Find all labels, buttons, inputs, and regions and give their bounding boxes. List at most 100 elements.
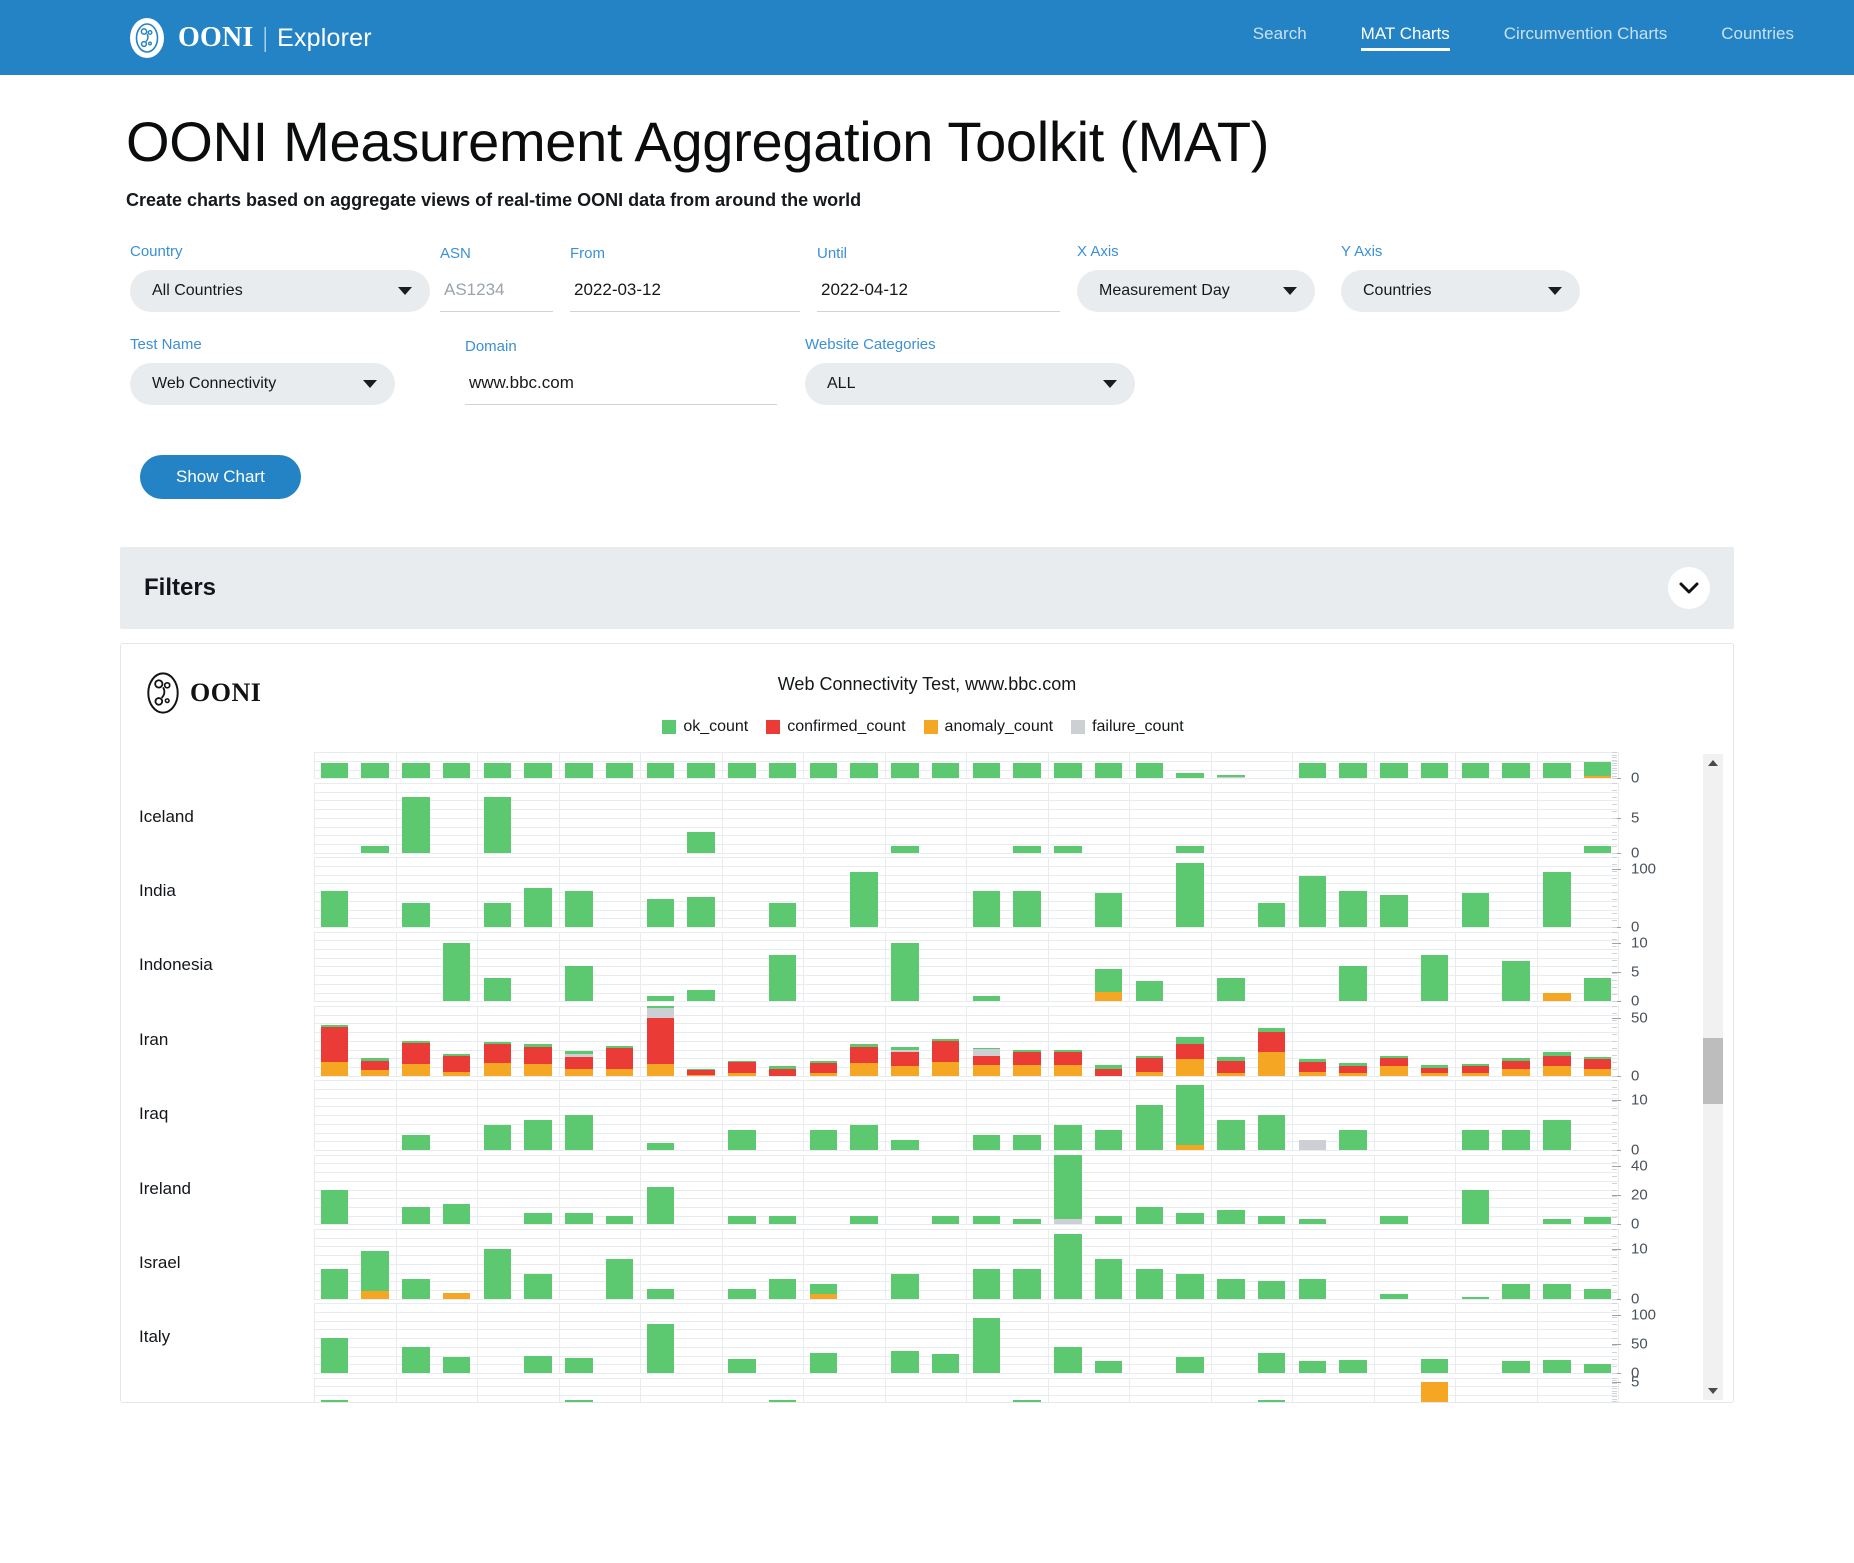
x-axis-select[interactable]: Measurement Day	[1077, 270, 1315, 312]
chart-bar[interactable]	[1176, 845, 1204, 853]
chart-bar[interactable]	[565, 1357, 593, 1374]
chart-bar[interactable]	[1380, 762, 1408, 779]
chart-bar[interactable]	[483, 1248, 512, 1299]
chart-bar[interactable]	[1094, 1130, 1123, 1150]
chart-bar[interactable]	[646, 762, 675, 779]
chart-bar[interactable]	[1135, 1206, 1164, 1225]
chart-bar[interactable]	[1054, 1154, 1082, 1225]
chart-bar[interactable]	[646, 899, 675, 927]
chart-bar[interactable]	[524, 1044, 552, 1076]
chart-bar[interactable]	[768, 1278, 797, 1299]
chart-bar[interactable]	[1257, 1353, 1286, 1374]
chart-bar[interactable]	[565, 1399, 593, 1402]
chart-bar[interactable]	[1543, 1218, 1571, 1225]
chart-bar[interactable]	[1298, 1218, 1327, 1225]
chart-bar[interactable]	[1543, 1360, 1571, 1374]
chart-bar[interactable]	[646, 1006, 675, 1076]
chart-bar[interactable]	[402, 1346, 430, 1374]
chart-bar[interactable]	[1257, 1281, 1286, 1299]
chart-bar[interactable]	[1013, 1399, 1041, 1402]
chart-bar[interactable]	[483, 762, 512, 779]
chart-bar[interactable]	[483, 1042, 512, 1076]
chart-bar[interactable]	[1502, 960, 1530, 1002]
chart-bar[interactable]	[565, 966, 593, 1002]
chart-bar[interactable]	[402, 1135, 430, 1150]
chart-bar[interactable]	[1583, 978, 1612, 1002]
chart-bar[interactable]	[320, 1024, 349, 1076]
chart-bar[interactable]	[1420, 954, 1449, 1002]
chart-bar[interactable]	[1380, 895, 1408, 927]
chart-bar[interactable]	[1135, 981, 1164, 1002]
chart-bar[interactable]	[1176, 1356, 1204, 1374]
chart-bar[interactable]	[1054, 845, 1082, 853]
chart-bar[interactable]	[1094, 762, 1123, 779]
chart-bar[interactable]	[1176, 863, 1204, 927]
chart-bar[interactable]	[646, 1186, 675, 1225]
chart-bar[interactable]	[768, 1399, 797, 1402]
chart-bar[interactable]	[565, 762, 593, 779]
chart-bar[interactable]	[442, 762, 471, 779]
chart-bar[interactable]	[1339, 762, 1367, 779]
chart-bar[interactable]	[565, 1212, 593, 1225]
chart-bar[interactable]	[320, 1189, 349, 1225]
chart-bar[interactable]	[483, 902, 512, 927]
website-categories-select[interactable]: ALL	[805, 363, 1135, 405]
chart-bar[interactable]	[768, 1066, 797, 1076]
chart-bar[interactable]	[891, 1273, 919, 1299]
chart-bar[interactable]	[1583, 1057, 1612, 1076]
chart-bar[interactable]	[1217, 1278, 1245, 1299]
chart-bar[interactable]	[402, 1040, 430, 1076]
chart-bar[interactable]	[809, 1060, 838, 1076]
chart-bar[interactable]	[687, 1068, 715, 1076]
chart-bar[interactable]	[402, 1206, 430, 1225]
chart-bar[interactable]	[1257, 1028, 1286, 1076]
chart-bar[interactable]	[1298, 1278, 1327, 1299]
chart-bar[interactable]	[483, 1125, 512, 1150]
chart-bar[interactable]	[1583, 1217, 1612, 1225]
chart-bar[interactable]	[972, 1268, 1001, 1299]
chart-bar[interactable]	[972, 1135, 1001, 1150]
chart-bar[interactable]	[1176, 1273, 1204, 1299]
legend-item-anomaly-count[interactable]: anomaly_count	[923, 718, 1053, 736]
chart-bar[interactable]	[728, 1359, 756, 1374]
chart-bar[interactable]	[1339, 890, 1367, 927]
chart-bar[interactable]	[524, 1355, 552, 1374]
chart-bar[interactable]	[1298, 1361, 1327, 1374]
domain-input[interactable]	[465, 365, 777, 405]
chart-bar[interactable]	[1461, 1189, 1490, 1225]
chart-bar[interactable]	[728, 1060, 756, 1076]
chart-bar[interactable]	[1217, 1120, 1245, 1150]
chart-bar[interactable]	[1013, 1135, 1041, 1150]
chart-bar[interactable]	[1339, 966, 1367, 1002]
chart-bar[interactable]	[402, 796, 430, 853]
filters-bar[interactable]: Filters	[120, 547, 1734, 629]
legend-item-ok-count[interactable]: ok_count	[662, 718, 748, 736]
chart-bar[interactable]	[1217, 1209, 1245, 1225]
asn-input[interactable]	[440, 272, 553, 312]
chart-bar[interactable]	[728, 1288, 756, 1299]
chart-bar[interactable]	[1054, 1050, 1082, 1076]
chart-bar[interactable]	[1420, 762, 1449, 779]
legend-item-confirmed-count[interactable]: confirmed_count	[766, 718, 906, 736]
chart-bar[interactable]	[1135, 762, 1164, 779]
chart-bar[interactable]	[850, 1215, 878, 1225]
arrow-up-icon[interactable]	[1703, 754, 1723, 772]
chart-bar[interactable]	[1298, 875, 1327, 927]
chart-bar[interactable]	[1502, 1283, 1530, 1299]
until-date-input[interactable]	[817, 272, 1060, 312]
chart-bar[interactable]	[402, 762, 430, 779]
chart-bar[interactable]	[1543, 1052, 1571, 1076]
chart-bar[interactable]	[1583, 845, 1612, 853]
nav-link-countries[interactable]: Countries	[1721, 24, 1794, 43]
chart-bar[interactable]	[1217, 1057, 1245, 1076]
chart-bar[interactable]	[1094, 1258, 1123, 1299]
chart-bar[interactable]	[1461, 893, 1490, 927]
chart-bar[interactable]	[1054, 1125, 1082, 1150]
chart-bar[interactable]	[483, 796, 512, 853]
chart-bar[interactable]	[768, 762, 797, 779]
chart-bar[interactable]	[1298, 1140, 1327, 1150]
chart-bar[interactable]	[1543, 762, 1571, 779]
chart-bar[interactable]	[931, 1038, 960, 1076]
chart-bar[interactable]	[1257, 1399, 1286, 1402]
show-chart-button[interactable]: Show Chart	[140, 455, 301, 499]
